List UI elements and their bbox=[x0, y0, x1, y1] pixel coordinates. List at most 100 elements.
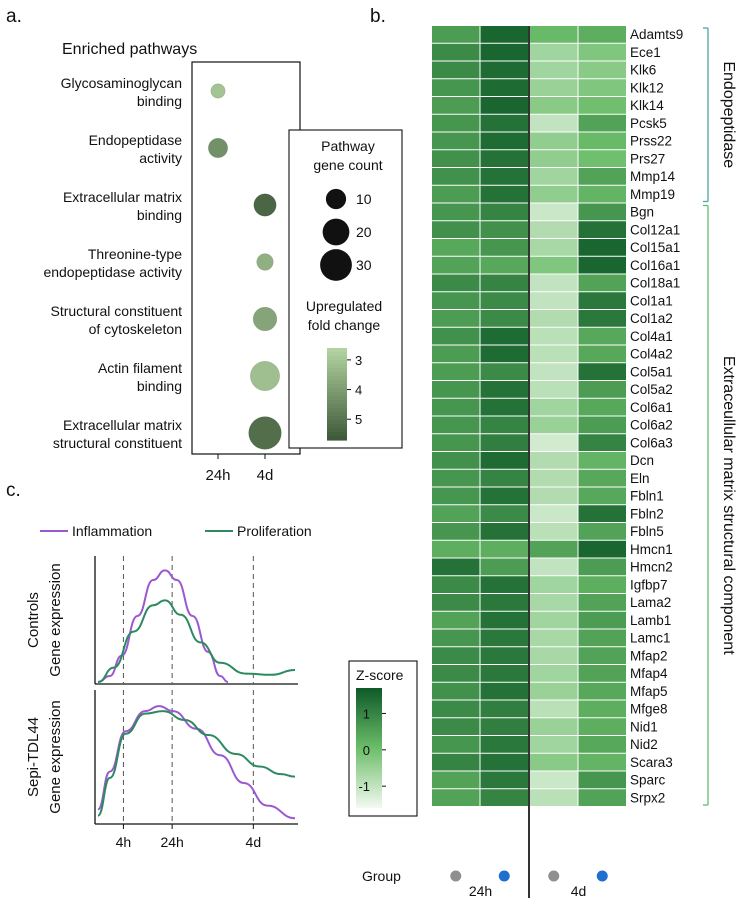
gene-label: Eln bbox=[630, 471, 650, 486]
gene-label: Prss22 bbox=[630, 134, 672, 149]
heatmap-cell bbox=[578, 256, 626, 274]
heatmap-cell bbox=[480, 221, 528, 238]
group-row: Group 24h 4d bbox=[362, 868, 608, 899]
heatmap-cell bbox=[578, 150, 626, 167]
gene-label: Col1a2 bbox=[630, 311, 673, 326]
color-legend-swatch bbox=[327, 356, 347, 361]
heatmap-cell bbox=[578, 79, 626, 96]
dotplot-legend: Pathway gene count 10 20 30 Upregulated fold … bbox=[288, 129, 403, 449]
group-name: 4d bbox=[571, 883, 587, 899]
pathway-label-line1: Extracellular matrix bbox=[63, 189, 182, 205]
line-x-ticks: 4h 24h 4d bbox=[116, 824, 261, 850]
pathway-dot bbox=[252, 306, 278, 332]
gene-label: Nid2 bbox=[630, 737, 658, 752]
color-legend-swatch bbox=[327, 424, 347, 429]
heatmap-cell bbox=[530, 505, 578, 522]
gene-label: Mfap5 bbox=[630, 684, 668, 699]
size-legend-value: 10 bbox=[356, 191, 372, 207]
size-legend-title-1: Pathway bbox=[321, 138, 375, 154]
heatmap-cell bbox=[480, 79, 528, 96]
gene-label: Col16a1 bbox=[630, 258, 680, 273]
x-tick-label: 24h bbox=[160, 834, 183, 850]
pathway-label-line1: Structural constituent bbox=[50, 303, 182, 319]
gene-label: Lamb1 bbox=[630, 613, 671, 628]
heatmap-cell bbox=[578, 203, 626, 221]
heatmap-cell bbox=[578, 736, 626, 753]
heatmap-cell bbox=[578, 381, 626, 398]
heatmap-cell bbox=[578, 700, 626, 718]
heatmap-cell bbox=[578, 753, 626, 771]
bracket-label: Endopeptidase bbox=[720, 61, 737, 168]
gene-label: Scara3 bbox=[630, 755, 673, 770]
heatmap-cell bbox=[432, 736, 480, 753]
panel-b: b. Adamts9 Ece1 Klk6 Klk12 Klk14 Pcsk5 Prss22 P… bbox=[348, 6, 737, 899]
heatmap-cell bbox=[578, 452, 626, 469]
heatmap-cell bbox=[530, 629, 578, 647]
heatmap-cell bbox=[578, 26, 626, 43]
heatmap-cell bbox=[480, 292, 528, 309]
heatmap-cell bbox=[578, 221, 626, 238]
color-legend-swatch bbox=[327, 428, 347, 433]
heatmap-cell bbox=[530, 97, 578, 114]
heatmap-cell bbox=[530, 79, 578, 96]
color-legend-swatch bbox=[327, 412, 347, 417]
heatmap-cell bbox=[530, 611, 578, 629]
heatmap-cell bbox=[432, 292, 480, 309]
heatmap-cell bbox=[578, 487, 626, 505]
heatmap-cell bbox=[480, 185, 528, 203]
heatmap-cell bbox=[530, 114, 578, 132]
heatmap-cell bbox=[578, 310, 626, 327]
heatmap-cell bbox=[480, 239, 528, 256]
x-tick-label: 4d bbox=[246, 834, 262, 850]
heatmap-cell bbox=[432, 611, 480, 629]
gene-label: Hmcn1 bbox=[630, 542, 673, 557]
heatmap-cell bbox=[432, 700, 480, 718]
pathway-dot bbox=[208, 138, 229, 159]
gene-label: Fbln5 bbox=[630, 524, 664, 539]
panel-b-label: b. bbox=[370, 6, 386, 27]
color-legend-swatch bbox=[327, 368, 347, 373]
heatmap-cell bbox=[480, 43, 528, 61]
subplot-ylabel-2: Gene expression bbox=[47, 700, 64, 813]
heatmap-cell bbox=[578, 629, 626, 647]
pathway-label-line1: Threonine-type bbox=[88, 246, 182, 262]
x-tick-label: 24h bbox=[205, 467, 230, 484]
heatmap-cell bbox=[480, 700, 528, 718]
heatmap-cell bbox=[578, 558, 626, 576]
heatmap-cell bbox=[530, 452, 578, 469]
heatmap-cell bbox=[530, 576, 578, 593]
color-legend-swatch bbox=[327, 392, 347, 397]
heatmap-cell bbox=[530, 274, 578, 292]
color-legend-swatch bbox=[327, 420, 347, 425]
gene-label: Nid1 bbox=[630, 719, 658, 734]
gene-label: Mmp14 bbox=[630, 169, 676, 184]
gene-label: Col15a1 bbox=[630, 240, 680, 255]
heatmap-cell bbox=[480, 576, 528, 593]
heatmap-cell bbox=[432, 594, 480, 611]
heatmap-cell bbox=[432, 363, 480, 380]
gene-label: Col5a1 bbox=[630, 364, 673, 379]
heatmap-cell bbox=[432, 256, 480, 274]
heatmap-cell bbox=[578, 239, 626, 256]
pathway-labels: Glycosaminoglycan binding Endopeptidase act… bbox=[43, 75, 182, 451]
group-dot bbox=[450, 870, 462, 882]
heatmap-cell bbox=[578, 185, 626, 203]
gene-label: Col6a1 bbox=[630, 400, 673, 415]
heatmap-cell bbox=[578, 43, 626, 61]
heatmap-cell bbox=[432, 523, 480, 540]
gene-brackets: Endopeptidase Extraceullular matrix struc… bbox=[703, 27, 737, 806]
color-legend-swatch bbox=[327, 360, 347, 365]
heatmap-cell bbox=[480, 469, 528, 487]
heatmap-cell bbox=[480, 771, 528, 789]
heatmap-cell bbox=[432, 274, 480, 292]
gene-label: Col18a1 bbox=[630, 276, 680, 291]
heatmap-cell bbox=[480, 203, 528, 221]
line-subplot: Controls Gene expression bbox=[25, 556, 298, 685]
pathway-label-line1: Actin filament bbox=[98, 360, 182, 376]
heatmap-cell bbox=[432, 487, 480, 505]
heatmap-cell bbox=[530, 718, 578, 735]
size-legend: Pathway gene count 10 20 30 bbox=[313, 138, 383, 281]
gene-label: Fbln2 bbox=[630, 506, 664, 521]
heatmap-cell bbox=[530, 665, 578, 682]
heatmap-cell bbox=[480, 381, 528, 398]
